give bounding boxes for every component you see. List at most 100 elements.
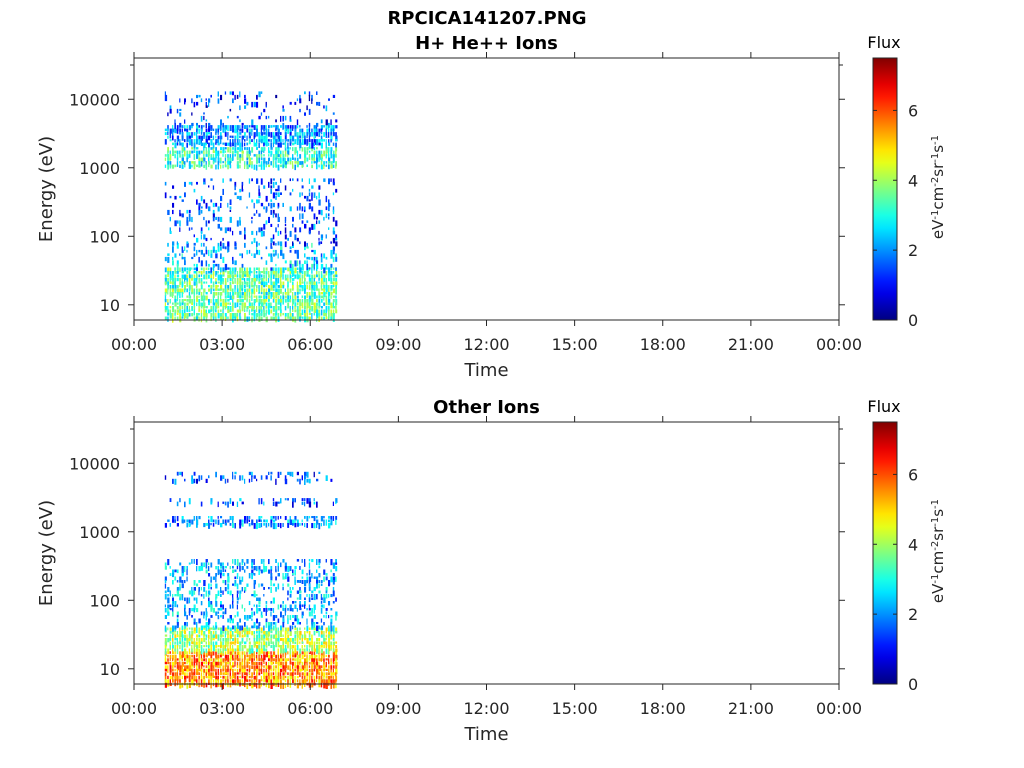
spectrogram-cell — [280, 523, 282, 529]
spectrogram-cell — [196, 285, 198, 289]
spectrogram-cell — [212, 202, 215, 208]
spectrogram-cell — [174, 519, 176, 523]
spectrogram-cell — [224, 631, 227, 635]
spectrogram-cell — [196, 313, 199, 319]
spectrogram-cell — [164, 641, 168, 647]
spectrogram-cell — [308, 608, 311, 611]
spectrogram-cell — [320, 682, 323, 688]
spectrogram-cell — [186, 274, 188, 279]
spectrogram-cell — [335, 661, 338, 667]
spectrogram-cell — [313, 128, 316, 135]
spectrogram-cell — [304, 516, 306, 519]
spectrogram-cell — [320, 583, 323, 586]
spectrogram-cell — [181, 634, 184, 638]
spectrogram-cell — [205, 295, 208, 301]
spectrogram-cell — [203, 302, 206, 308]
spectrogram-cell — [294, 638, 297, 641]
spectrogram-cell — [181, 627, 184, 634]
spectrogram-cell — [292, 188, 294, 192]
spectrogram-cell — [227, 658, 230, 665]
spectrogram-cell — [220, 682, 223, 688]
spectrogram-cell — [263, 313, 266, 318]
spectrogram-cell — [263, 634, 266, 639]
spectrogram-cell — [275, 665, 277, 669]
spectrogram-cell — [258, 242, 260, 246]
spectrogram-cell — [239, 292, 242, 298]
spectrogram-cell — [241, 475, 244, 481]
spectrogram-cell — [229, 274, 232, 280]
spectrogram-cell — [236, 135, 239, 140]
spectrogram-cell — [220, 157, 222, 164]
spectrogram-cell — [241, 135, 244, 140]
spectrogram-cell — [248, 601, 251, 606]
spectrogram-cell — [308, 306, 311, 311]
spectrogram-cell — [256, 566, 258, 572]
spectrogram-cell — [282, 583, 284, 587]
spectrogram-cell — [193, 622, 196, 625]
spectrogram-cell — [208, 309, 211, 314]
spectrogram-cell — [258, 302, 261, 309]
spectrogram-cell — [332, 164, 335, 168]
spectrogram-cell — [167, 594, 169, 597]
spectrogram-cell — [299, 631, 302, 636]
spectrogram-cell — [232, 299, 234, 304]
spectrogram-cell — [208, 523, 211, 529]
spectrogram-cell — [212, 631, 215, 635]
spectrogram-cell — [332, 516, 335, 521]
spectrogram-cell — [246, 618, 249, 621]
spectrogram-cell — [210, 668, 213, 672]
spectrogram-cell — [229, 288, 232, 292]
spectrogram-cell — [296, 559, 300, 562]
spectrogram-cell — [236, 139, 239, 145]
spectrogram-cell — [299, 132, 301, 137]
spectrogram-cell — [200, 672, 203, 678]
spectrogram-cell — [220, 631, 223, 637]
spectrogram-cell — [174, 675, 177, 681]
spectrogram-cell — [292, 668, 295, 673]
spectrogram-cell — [174, 668, 176, 672]
spectrogram-cell — [335, 161, 337, 167]
spectrogram-cell — [332, 648, 335, 653]
spectrogram-cell — [263, 668, 265, 676]
spectrogram-cell — [306, 471, 309, 478]
spectrogram-cell — [253, 622, 256, 629]
spectrogram-cell — [258, 195, 261, 199]
spectrogram-cell — [306, 157, 309, 162]
spectrogram-cell — [210, 498, 213, 503]
spectrogram-cell — [284, 679, 287, 682]
spectrogram-cell — [215, 142, 217, 145]
spectrogram-cell — [294, 661, 296, 667]
spectrogram-cell — [253, 675, 256, 680]
spectrogram-cell — [304, 288, 306, 294]
spectrogram-cell — [282, 645, 284, 651]
spectrogram-cell — [239, 658, 241, 662]
spectrogram-cell — [280, 306, 282, 312]
spectrogram-cell — [270, 309, 273, 314]
spectrogram-cell — [193, 641, 196, 648]
spectrogram-cell — [193, 242, 196, 246]
spectrogram-cell — [212, 213, 215, 218]
spectrogram-cell — [277, 654, 280, 661]
spectrogram-cell — [244, 661, 246, 667]
spectrogram-cell — [184, 192, 186, 198]
spectrogram-cell — [208, 601, 211, 608]
spectrogram-cell — [236, 583, 239, 590]
spectrogram-cell — [239, 523, 242, 529]
spectrogram-cell — [292, 672, 294, 676]
x-tick-label: 12:00 — [463, 699, 509, 718]
spectrogram-cell — [296, 309, 299, 316]
spectrogram-cell — [212, 295, 215, 302]
spectrogram-cell — [181, 249, 184, 253]
spectrogram-cell — [167, 587, 170, 593]
spectrogram-cell — [176, 135, 180, 142]
spectrogram-cell — [308, 648, 310, 653]
spectrogram-cell — [253, 679, 256, 686]
spectrogram-cell — [181, 281, 184, 287]
spectrogram-cell — [181, 569, 184, 575]
spectrogram-cell — [323, 278, 326, 283]
spectrogram-cell — [172, 306, 175, 313]
spectrogram-cell — [316, 516, 318, 519]
spectrogram-cell — [280, 498, 282, 504]
spectrogram-cell — [289, 658, 292, 663]
spectrogram-cell — [316, 631, 318, 634]
